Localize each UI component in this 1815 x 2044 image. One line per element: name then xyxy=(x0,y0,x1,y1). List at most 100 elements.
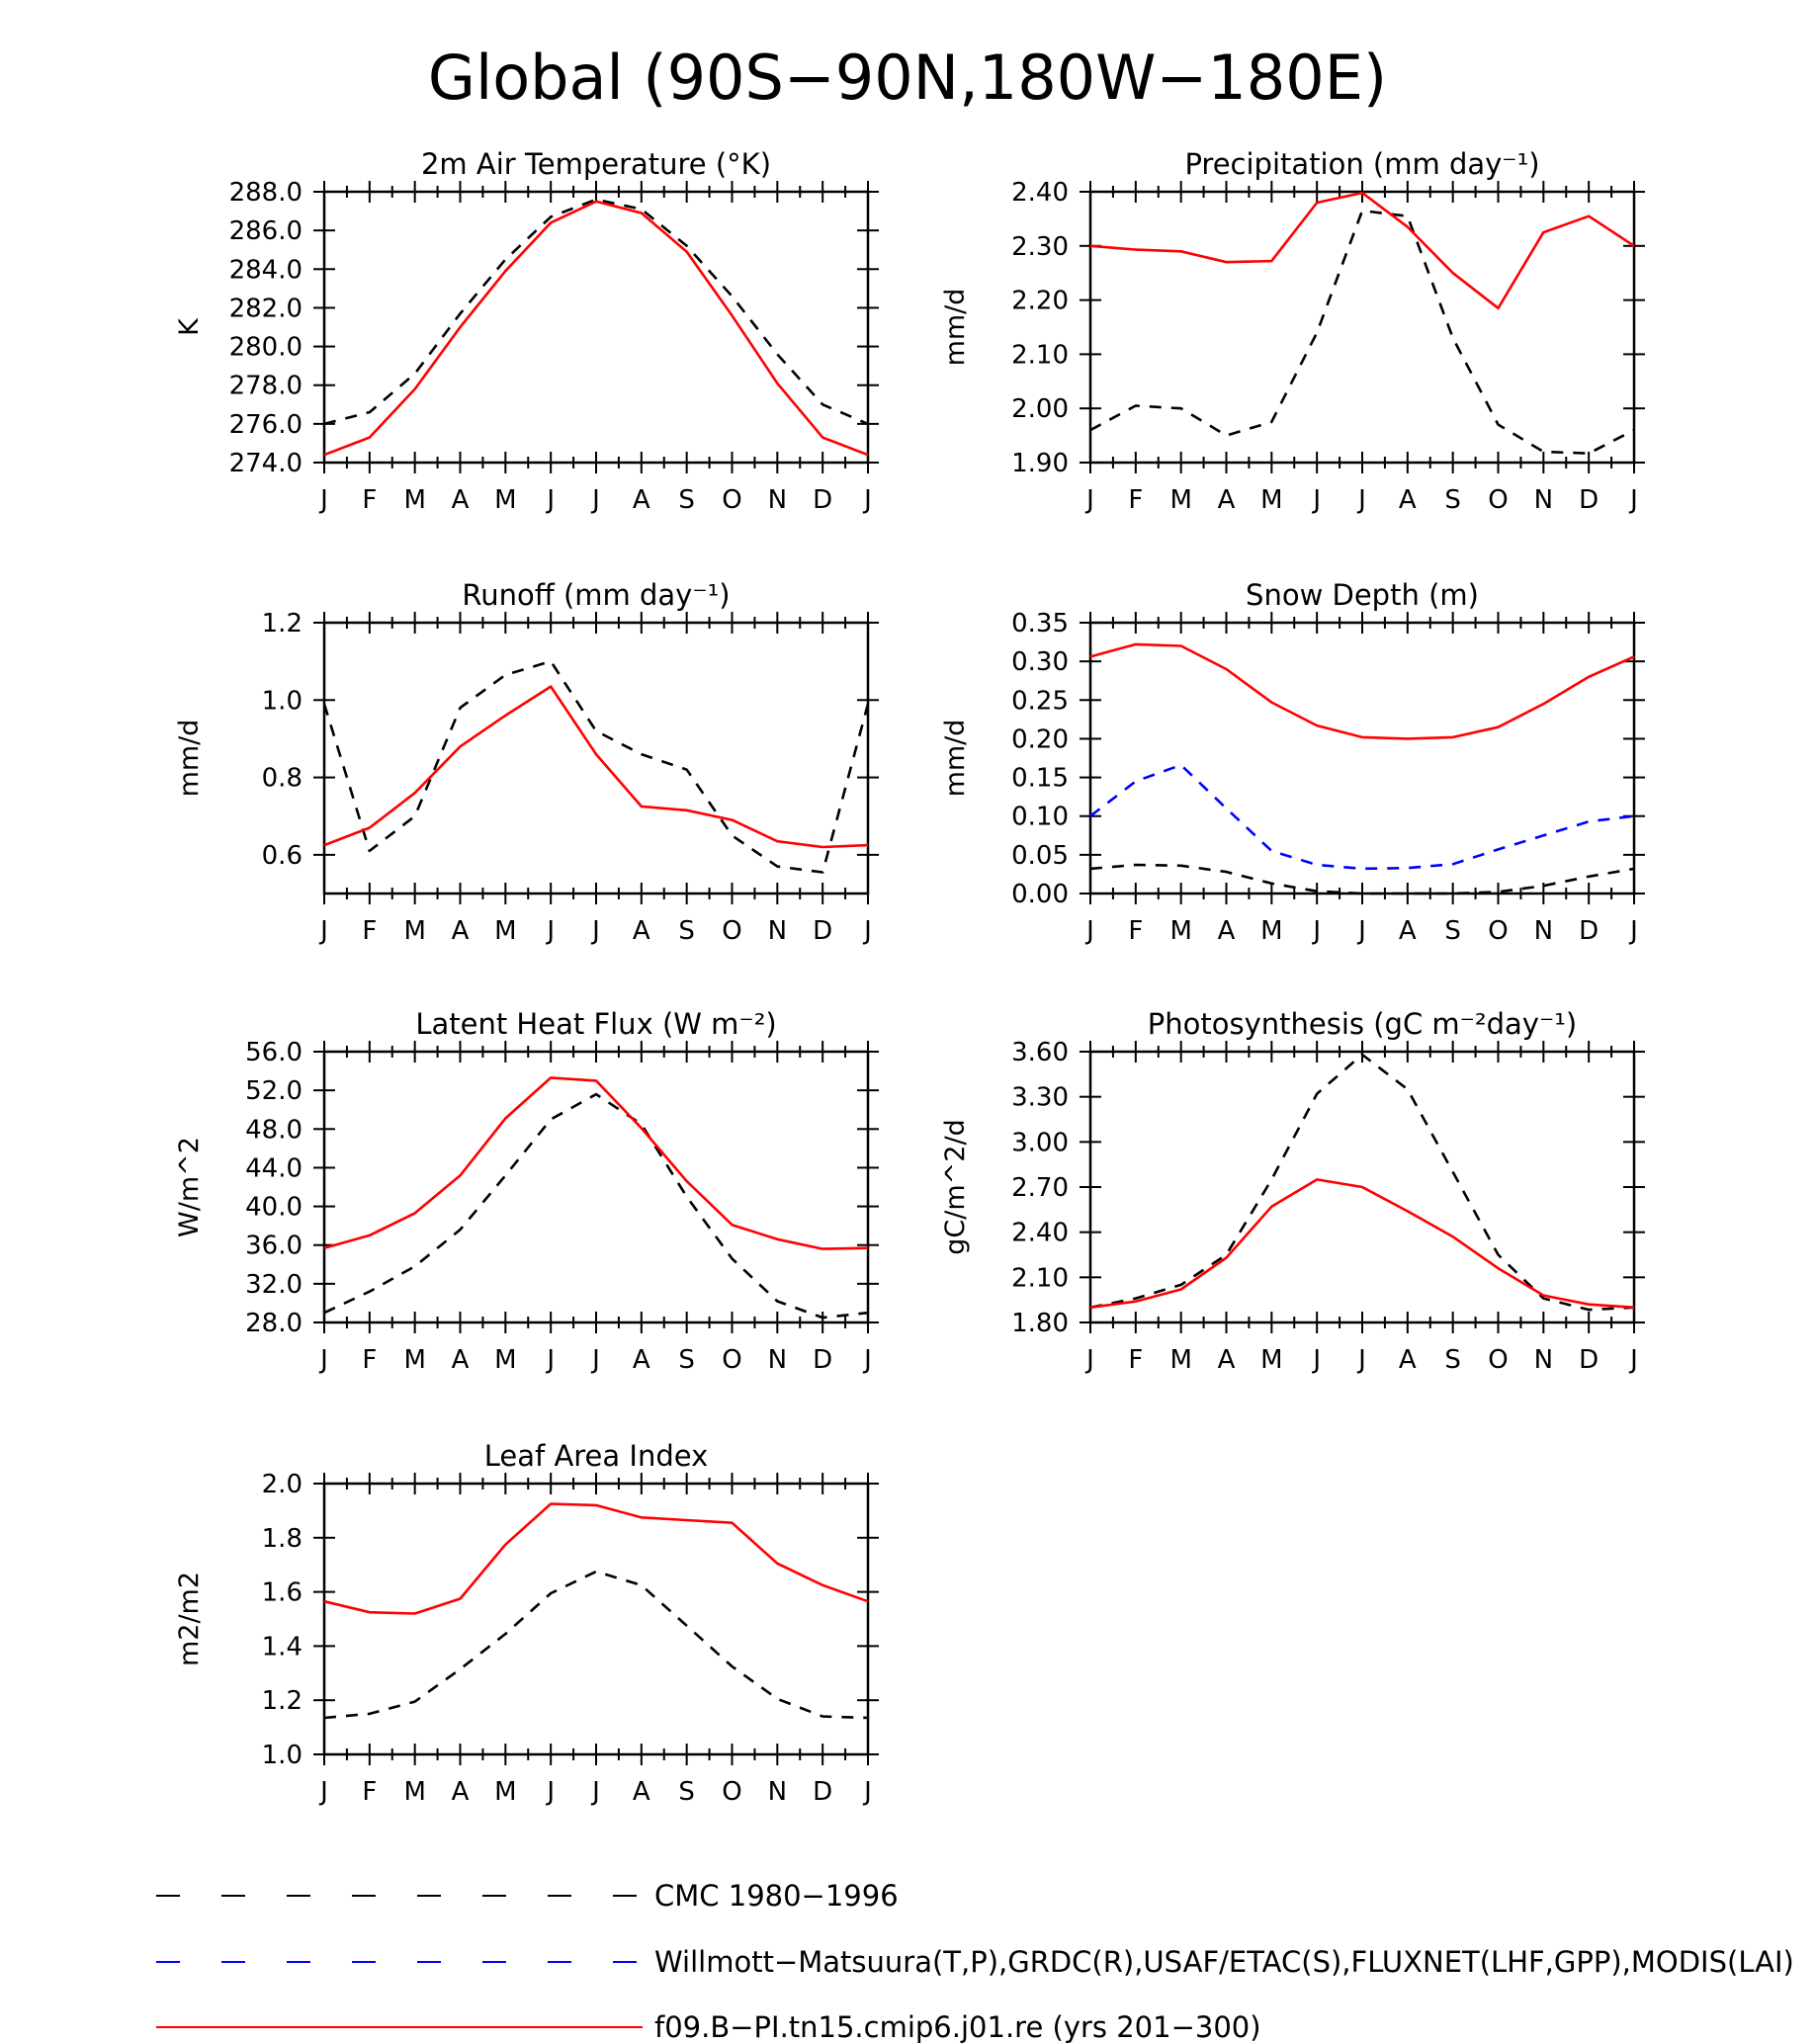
y-axis-label: m2/m2 xyxy=(174,1572,205,1666)
x-tick-label: M xyxy=(494,1345,516,1375)
dashed-series-line xyxy=(1089,209,1635,456)
x-tick-label: J xyxy=(1084,485,1094,515)
x-tick-label: J xyxy=(1311,1345,1321,1375)
x-tick-label: F xyxy=(362,916,377,946)
x-tick-label: F xyxy=(1128,1345,1143,1375)
dashed-series-line xyxy=(1089,863,1635,895)
x-tick-label: J xyxy=(590,485,600,515)
x-tick-label: A xyxy=(452,916,470,946)
x-tick-label: M xyxy=(403,485,425,515)
legend-label: Willmott−Matsuura(T,P),GRDC(R),USAF/ETAC… xyxy=(654,1945,1794,1979)
y-tick-label: 2.0 xyxy=(262,1470,302,1499)
y-tick-label: 0.6 xyxy=(262,841,302,871)
x-tick-label: J xyxy=(1356,916,1366,946)
x-tick-label: D xyxy=(813,485,832,515)
x-tick-label: J xyxy=(318,485,328,515)
solid-series-line xyxy=(323,200,869,457)
y-tick-label: 0.25 xyxy=(1011,686,1069,716)
legend-label: f09.B−PI.tn15.cmip6.j01.re (yrs 201−300) xyxy=(654,2010,1261,2044)
x-tick-label: M xyxy=(1169,1345,1191,1375)
y-tick-label: 3.30 xyxy=(1011,1083,1069,1113)
y-tick-label: 1.0 xyxy=(262,686,302,716)
x-tick-label: M xyxy=(403,1345,425,1375)
y-tick-label: 0.10 xyxy=(1011,803,1069,832)
x-tick-label: A xyxy=(633,1345,650,1375)
solid-series-line xyxy=(323,1076,869,1250)
y-tick-label: 36.0 xyxy=(245,1232,302,1261)
y-tick-label: 52.0 xyxy=(245,1076,302,1106)
y-tick-label: 276.0 xyxy=(229,410,302,440)
y-tick-label: 1.8 xyxy=(262,1524,302,1554)
chart-panel: J F M A M J J A S O N D J0.000.050.100.150.200.250.3… xyxy=(940,578,1645,946)
x-tick-label: N xyxy=(768,916,787,946)
x-tick-label: N xyxy=(1534,916,1553,946)
y-axis-label: gC/m^2/d xyxy=(940,1119,971,1254)
y-tick-label: 40.0 xyxy=(245,1193,302,1223)
x-tick-label: J xyxy=(545,1777,555,1807)
x-tick-label: O xyxy=(1488,916,1508,946)
y-axis-label: K xyxy=(174,317,205,336)
x-tick-label: J xyxy=(1356,485,1366,515)
y-tick-label: 2.40 xyxy=(1011,1219,1069,1248)
x-tick-label: N xyxy=(768,1345,787,1375)
plot-frame xyxy=(1088,621,1636,895)
x-tick-label: J xyxy=(1311,916,1321,946)
y-tick-label: 0.35 xyxy=(1011,609,1069,639)
x-tick-label: M xyxy=(1260,916,1282,946)
y-axis-label: W/m^2 xyxy=(174,1137,205,1237)
x-tick-label: F xyxy=(362,1777,377,1807)
y-tick-label: 1.4 xyxy=(262,1632,302,1661)
solid-series-line xyxy=(1089,1178,1635,1310)
dashed-series-line xyxy=(323,198,869,426)
chart-panels: J F M A M J J A S O N D J274.0276.0278.0280.0282.028… xyxy=(174,147,1645,1807)
panel-title: Photosynthesis (gC m⁻²day⁻¹) xyxy=(1148,1007,1577,1041)
x-tick-label: M xyxy=(1169,916,1191,946)
y-tick-label: 286.0 xyxy=(229,216,302,246)
y-tick-label: 32.0 xyxy=(245,1270,302,1300)
x-tick-label: O xyxy=(722,916,741,946)
x-tick-label: A xyxy=(452,1345,470,1375)
x-tick-label: A xyxy=(1399,916,1417,946)
x-tick-label: A xyxy=(452,485,470,515)
x-tick-label: F xyxy=(362,485,377,515)
x-tick-label: F xyxy=(362,1345,377,1375)
x-tick-label: S xyxy=(678,1345,695,1375)
x-tick-label: A xyxy=(1399,485,1417,515)
x-tick-label: A xyxy=(452,1777,470,1807)
y-tick-label: 1.6 xyxy=(262,1578,302,1608)
y-tick-label: 1.2 xyxy=(262,609,302,639)
x-tick-label: O xyxy=(722,485,741,515)
panel-title: Leaf Area Index xyxy=(484,1439,708,1473)
y-tick-label: 2.40 xyxy=(1011,178,1069,208)
x-tick-label: O xyxy=(1488,1345,1508,1375)
plot-frame xyxy=(322,1482,870,1756)
x-tick-label: A xyxy=(633,916,650,946)
dashed-series-line xyxy=(323,1570,869,1720)
y-tick-label: 48.0 xyxy=(245,1115,302,1145)
plot-frame xyxy=(322,621,870,895)
y-tick-label: 2.10 xyxy=(1011,1263,1069,1293)
x-tick-label: J xyxy=(590,1777,600,1807)
y-tick-label: 1.90 xyxy=(1011,449,1069,478)
legend-label: CMC 1980−1996 xyxy=(654,1879,899,1913)
y-tick-label: 2.10 xyxy=(1011,340,1069,370)
x-tick-label: J xyxy=(1084,916,1094,946)
x-tick-label: M xyxy=(494,916,516,946)
x-tick-label: J xyxy=(318,916,328,946)
x-tick-label: J xyxy=(590,1345,600,1375)
y-tick-label: 284.0 xyxy=(229,255,302,285)
solid-series-line xyxy=(1089,191,1635,310)
x-tick-label: J xyxy=(1311,485,1321,515)
x-tick-label: O xyxy=(722,1777,741,1807)
solid-series-line xyxy=(323,685,869,849)
y-axis-label: mm/d xyxy=(940,720,971,798)
x-tick-label: J xyxy=(545,916,555,946)
x-tick-label: D xyxy=(813,1345,832,1375)
chart-panel: J F M A M J J A S O N D J274.0276.0278.0280.0282.028… xyxy=(174,147,879,515)
y-tick-label: 0.20 xyxy=(1011,724,1069,754)
x-tick-label: J xyxy=(862,485,872,515)
x-tick-label: J xyxy=(590,916,600,946)
